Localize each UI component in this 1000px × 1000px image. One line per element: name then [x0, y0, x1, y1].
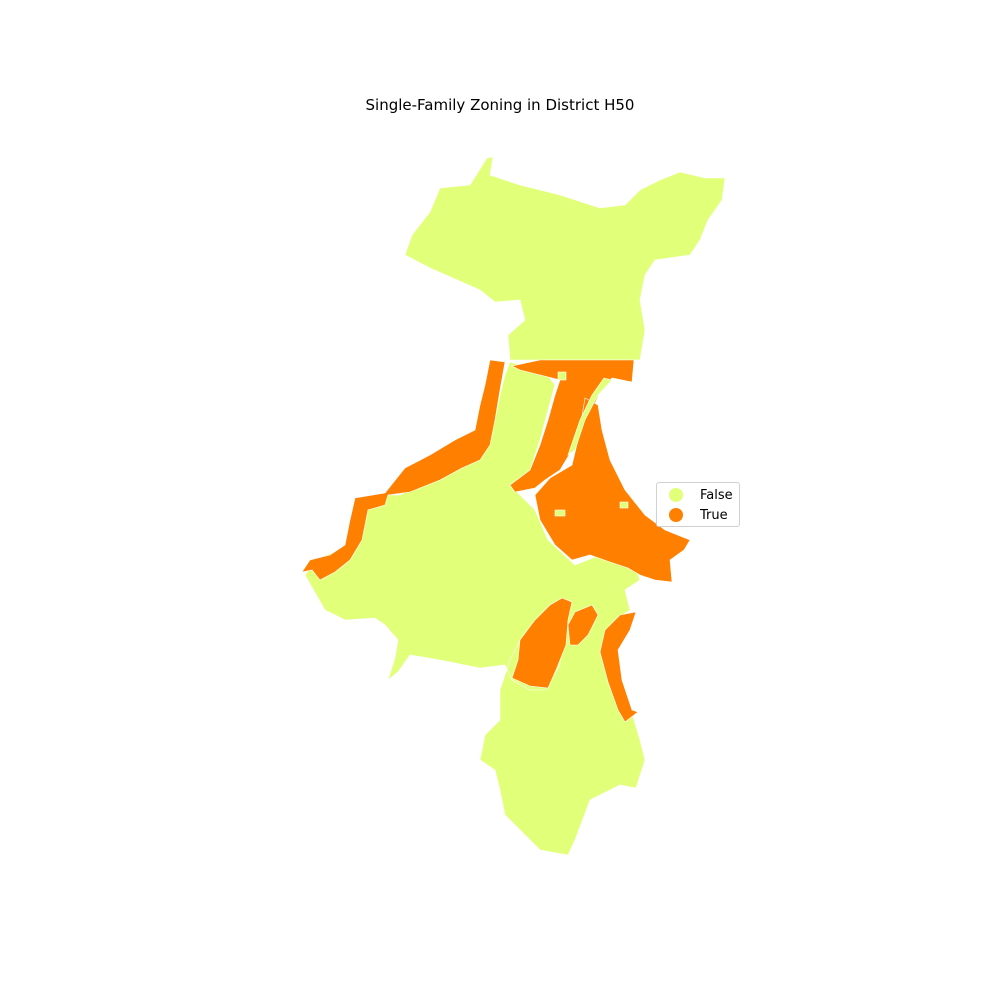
- false-parcel-north: [404, 156, 726, 361]
- true-parcel-east: [534, 397, 691, 583]
- true-parcel-south-east: [599, 611, 639, 723]
- false-inclusion-rail: [567, 377, 613, 456]
- true-parcel-west-strip: [301, 359, 506, 581]
- true-parcel-south-mid: [567, 604, 599, 646]
- map-legend: False True: [656, 482, 740, 527]
- legend-marker-false: [669, 488, 683, 502]
- false-inclusions: [554, 371, 629, 517]
- legend-item-false: False: [669, 486, 733, 504]
- legend-marker-true: [669, 508, 683, 522]
- map-title: Single-Family Zoning in District H50: [365, 96, 635, 114]
- true-zoning-parcels: [301, 359, 691, 723]
- legend-label-false: False: [700, 487, 733, 503]
- false-inclusion-1: [557, 371, 567, 381]
- true-parcel-south-center: [511, 597, 573, 689]
- legend-label-true: True: [700, 507, 728, 523]
- legend-item-true: True: [669, 506, 728, 524]
- false-inclusion-3: [619, 501, 629, 509]
- false-inclusion-2: [554, 509, 566, 517]
